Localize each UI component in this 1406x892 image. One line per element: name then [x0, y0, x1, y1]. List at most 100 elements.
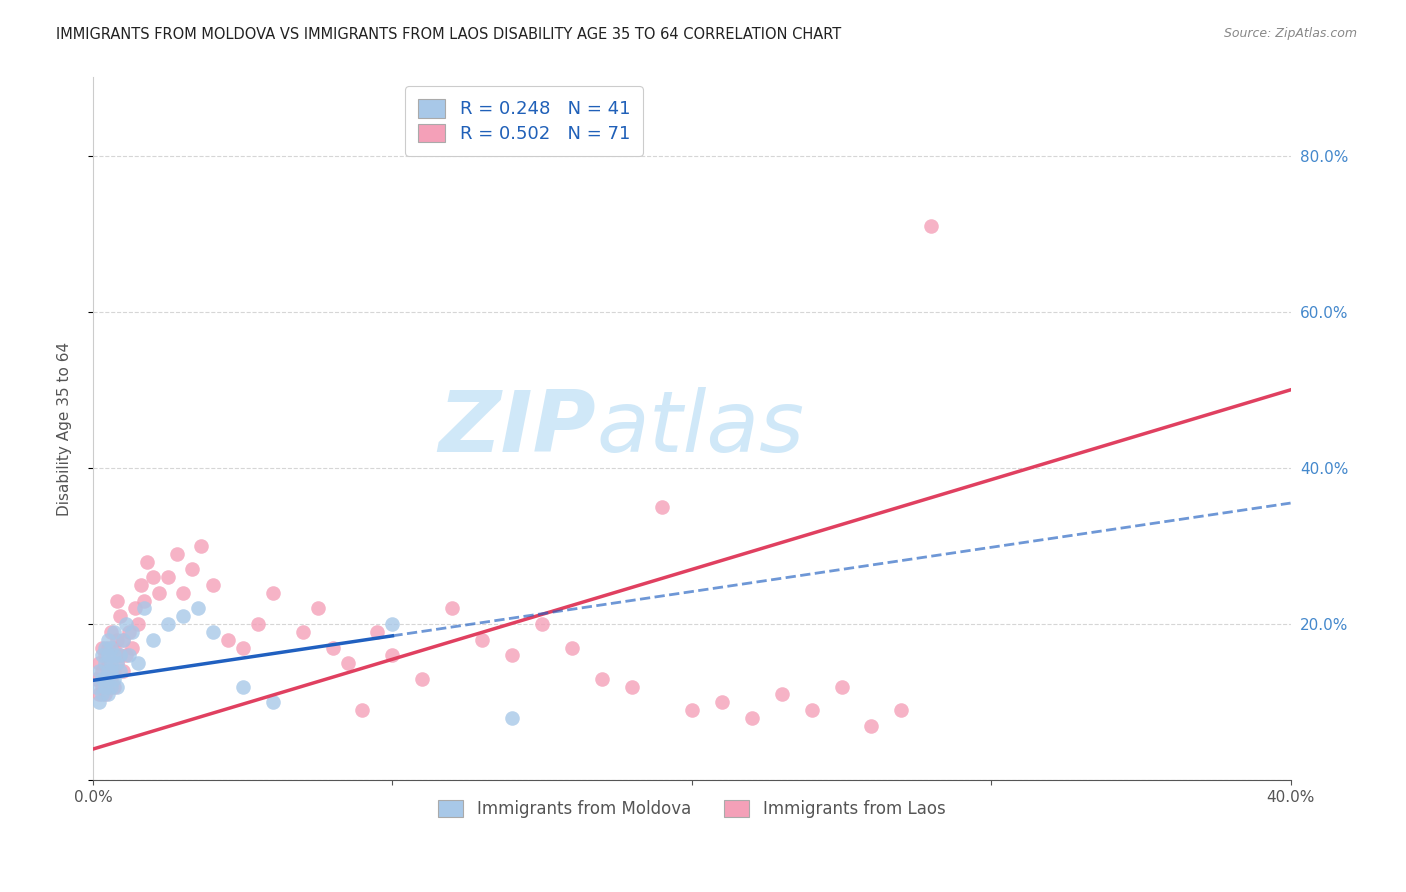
Point — [87, 664, 110, 678]
Point — [91, 664, 114, 678]
Point — [620, 680, 643, 694]
Point — [97, 656, 120, 670]
Point — [352, 703, 374, 717]
Point — [87, 656, 110, 670]
Point — [100, 624, 122, 639]
Point — [172, 609, 194, 624]
Point — [118, 624, 141, 639]
Point — [187, 601, 209, 615]
Point — [105, 632, 128, 647]
Point — [100, 648, 122, 663]
Point — [87, 695, 110, 709]
Point — [94, 687, 117, 701]
Point — [132, 593, 155, 607]
Point — [307, 601, 329, 615]
Point — [124, 601, 146, 615]
Point — [103, 624, 125, 639]
Legend: Immigrants from Moldova, Immigrants from Laos: Immigrants from Moldova, Immigrants from… — [432, 793, 952, 825]
Point — [121, 640, 143, 655]
Point — [97, 648, 120, 663]
Point — [232, 640, 254, 655]
Point — [142, 570, 165, 584]
Point — [115, 617, 138, 632]
Point — [142, 632, 165, 647]
Point — [91, 640, 114, 655]
Point — [91, 672, 114, 686]
Point — [97, 632, 120, 647]
Text: atlas: atlas — [596, 387, 804, 470]
Text: Source: ZipAtlas.com: Source: ZipAtlas.com — [1223, 27, 1357, 40]
Point — [501, 711, 523, 725]
Point — [860, 718, 883, 732]
Point — [135, 555, 157, 569]
Point — [105, 680, 128, 694]
Point — [127, 617, 149, 632]
Point — [831, 680, 853, 694]
Point — [103, 648, 125, 663]
Point — [108, 664, 131, 678]
Point — [108, 609, 131, 624]
Point — [100, 664, 122, 678]
Point — [84, 672, 107, 686]
Point — [103, 664, 125, 678]
Point — [91, 648, 114, 663]
Text: ZIP: ZIP — [439, 387, 596, 470]
Point — [148, 586, 170, 600]
Point — [322, 640, 344, 655]
Point — [108, 648, 131, 663]
Point — [890, 703, 912, 717]
Point — [100, 672, 122, 686]
Point — [94, 680, 117, 694]
Point — [180, 562, 202, 576]
Point — [94, 672, 117, 686]
Point — [471, 632, 494, 647]
Point — [262, 695, 284, 709]
Point — [920, 219, 942, 233]
Point — [97, 672, 120, 686]
Point — [100, 640, 122, 655]
Point — [103, 640, 125, 655]
Point — [232, 680, 254, 694]
Point — [100, 680, 122, 694]
Point — [770, 687, 793, 701]
Text: IMMIGRANTS FROM MOLDOVA VS IMMIGRANTS FROM LAOS DISABILITY AGE 35 TO 64 CORRELAT: IMMIGRANTS FROM MOLDOVA VS IMMIGRANTS FR… — [56, 27, 841, 42]
Point — [97, 680, 120, 694]
Point — [651, 500, 673, 514]
Point — [336, 656, 359, 670]
Point — [105, 593, 128, 607]
Point — [87, 687, 110, 701]
Point — [156, 617, 179, 632]
Point — [262, 586, 284, 600]
Y-axis label: Disability Age 35 to 64: Disability Age 35 to 64 — [58, 342, 72, 516]
Point — [129, 578, 152, 592]
Point — [105, 656, 128, 670]
Point — [217, 632, 239, 647]
Point — [111, 632, 134, 647]
Point — [741, 711, 763, 725]
Point — [97, 664, 120, 678]
Point — [291, 624, 314, 639]
Point — [190, 539, 212, 553]
Point — [111, 632, 134, 647]
Point — [246, 617, 269, 632]
Point — [91, 687, 114, 701]
Point — [800, 703, 823, 717]
Point — [501, 648, 523, 663]
Point — [166, 547, 188, 561]
Point — [94, 640, 117, 655]
Point — [381, 617, 404, 632]
Point — [561, 640, 583, 655]
Point — [681, 703, 703, 717]
Point — [97, 640, 120, 655]
Point — [710, 695, 733, 709]
Point — [441, 601, 464, 615]
Point — [411, 672, 433, 686]
Point — [103, 672, 125, 686]
Point — [91, 680, 114, 694]
Point — [381, 648, 404, 663]
Point — [156, 570, 179, 584]
Point — [97, 664, 120, 678]
Point — [108, 648, 131, 663]
Point — [132, 601, 155, 615]
Point — [366, 624, 388, 639]
